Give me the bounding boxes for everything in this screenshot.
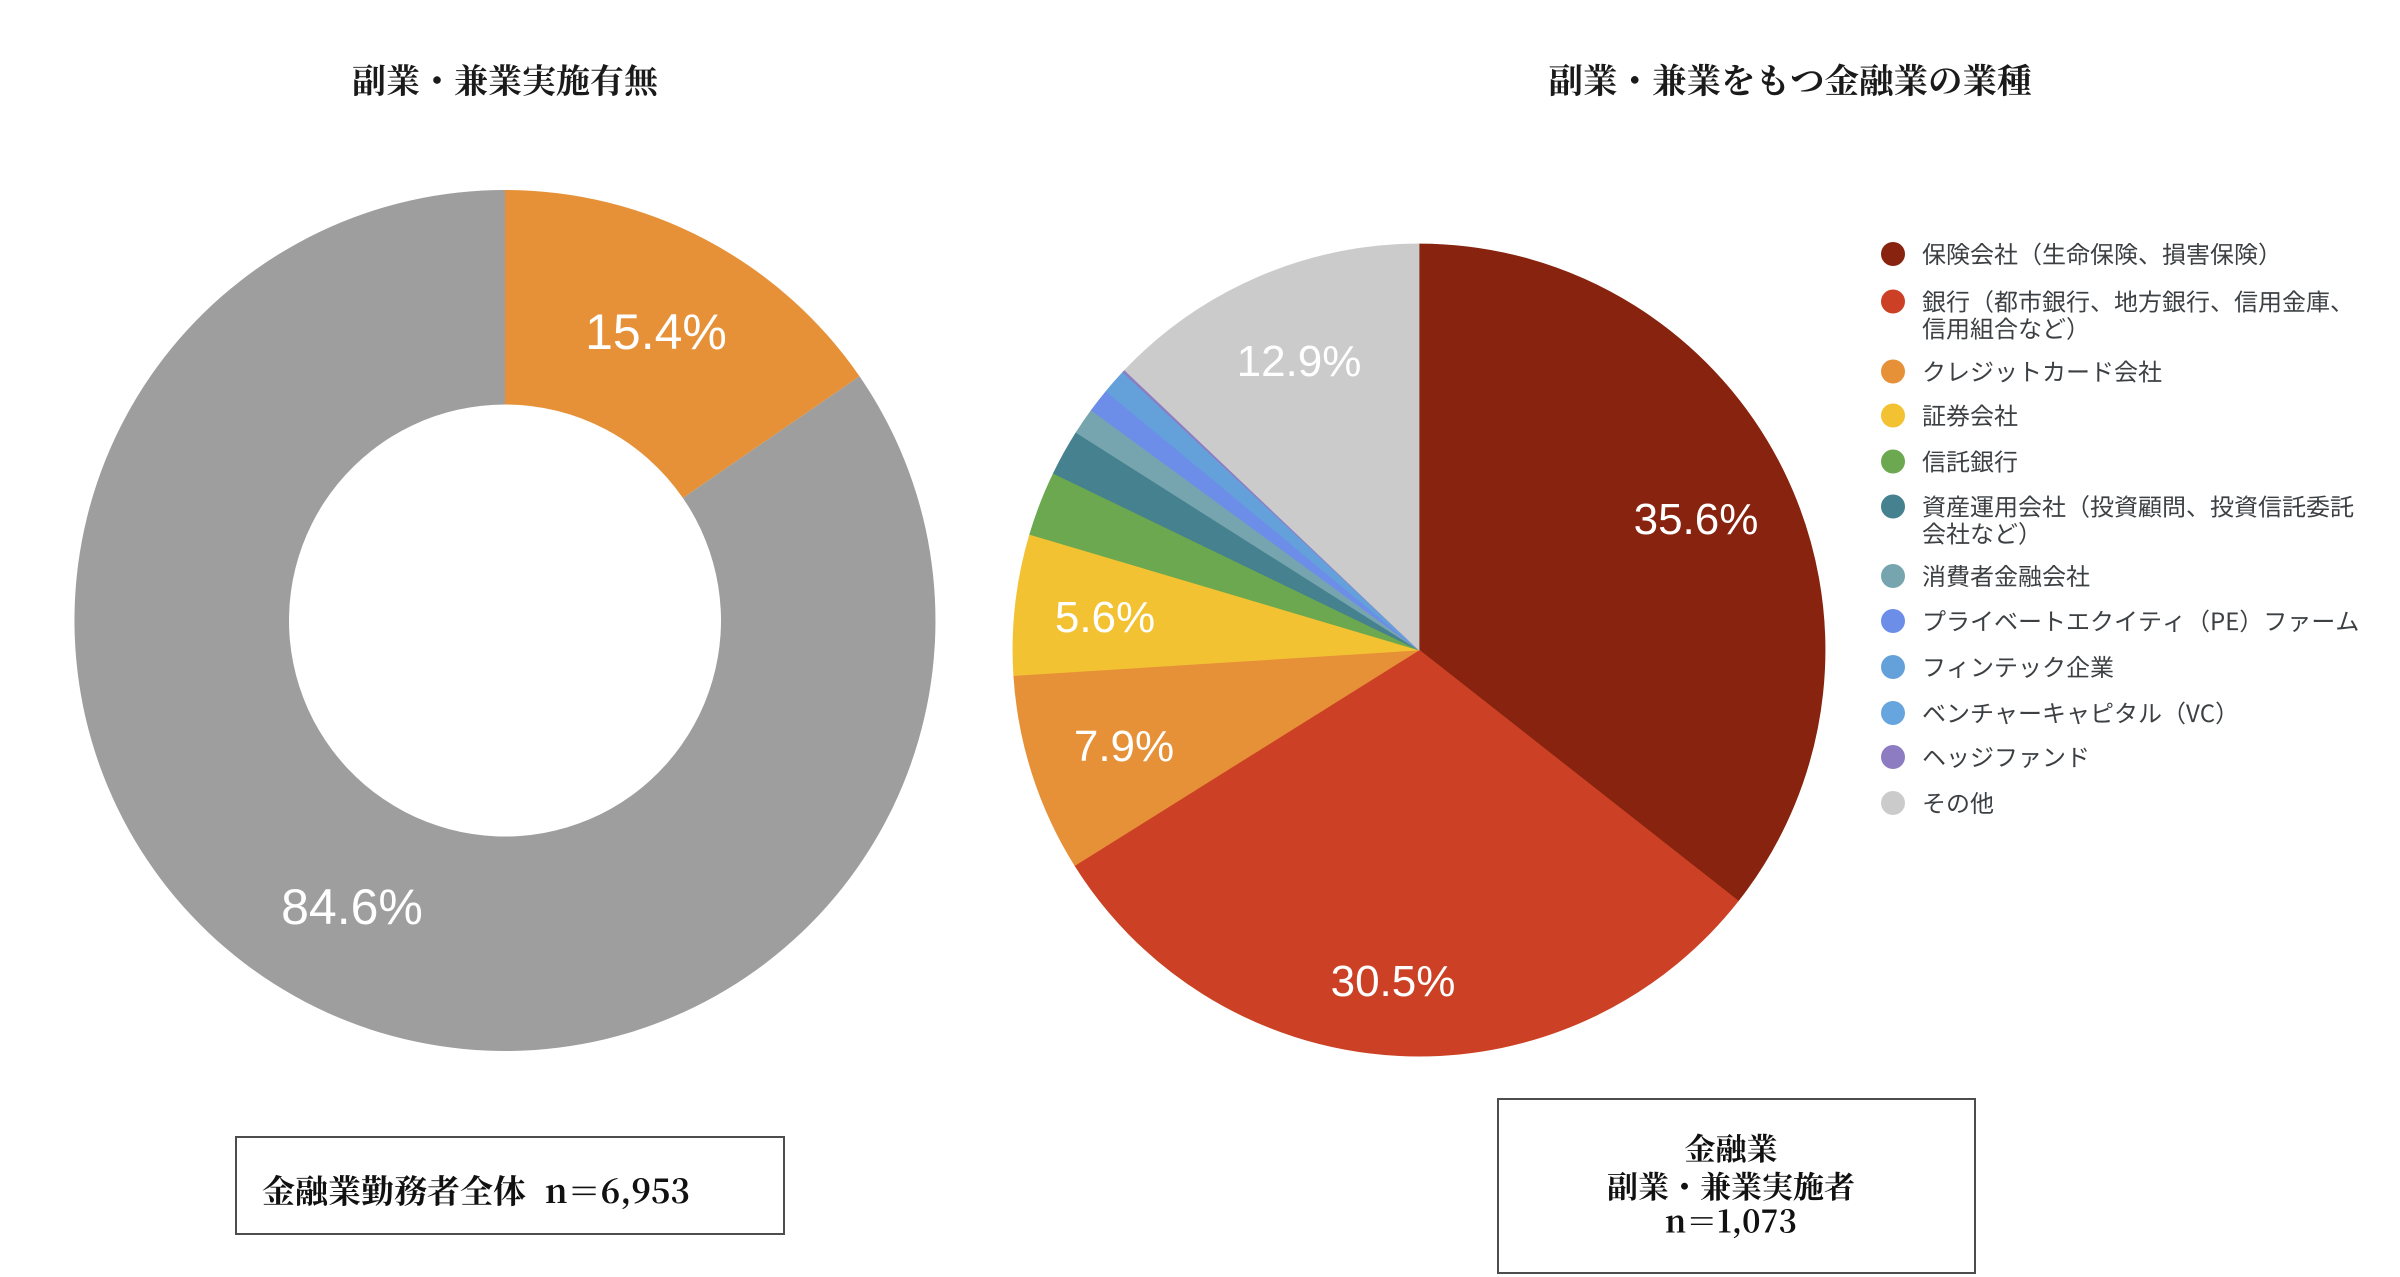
svg-text:35.6%: 35.6% <box>1634 495 1759 544</box>
svg-text:15.4%: 15.4% <box>585 304 727 360</box>
svg-text:7.9%: 7.9% <box>1074 722 1174 771</box>
svg-text:84.6%: 84.6% <box>281 879 423 935</box>
svg-text:12.9%: 12.9% <box>1237 337 1362 386</box>
svg-text:30.5%: 30.5% <box>1331 957 1456 1006</box>
svg-text:5.6%: 5.6% <box>1055 593 1155 642</box>
